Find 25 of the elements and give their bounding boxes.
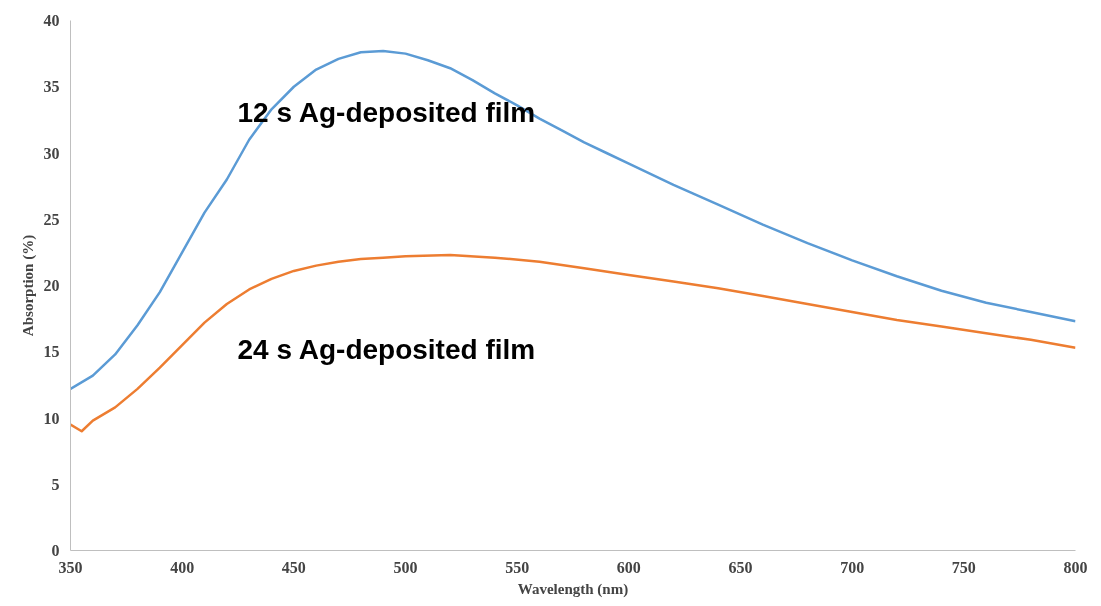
x-tick-label: 650 [728,558,753,576]
x-tick-label: 550 [505,558,530,576]
y-tick-label: 25 [43,210,60,228]
x-tick-label: 500 [393,558,418,576]
y-tick-label: 30 [43,144,60,162]
y-tick-label: 35 [43,78,60,96]
line-series [70,253,1076,433]
x-tick-label: 700 [840,558,865,576]
y-tick-label: 5 [51,475,60,493]
x-axis-title: Wavelength (nm) [517,580,629,598]
x-tick-label: 750 [951,558,976,576]
y-tick-label: 0 [51,542,60,559]
series-label: 24 s Ag-deposited film [237,334,536,366]
y-axis-title: Absorption (%) [19,234,37,337]
y-tick-label: 20 [43,277,60,294]
y-tick-label: 15 [43,343,60,361]
x-tick-label: 350 [58,558,83,576]
line-series [70,49,1076,391]
y-tick-label: 10 [43,409,60,427]
x-tick-label: 800 [1063,558,1088,576]
x-tick-label: 450 [281,558,306,576]
series-label: 12 s Ag-deposited film [237,96,536,128]
x-tick-label: 600 [616,558,641,576]
y-tick-label: 40 [43,12,60,29]
x-tick-label: 400 [170,558,195,576]
